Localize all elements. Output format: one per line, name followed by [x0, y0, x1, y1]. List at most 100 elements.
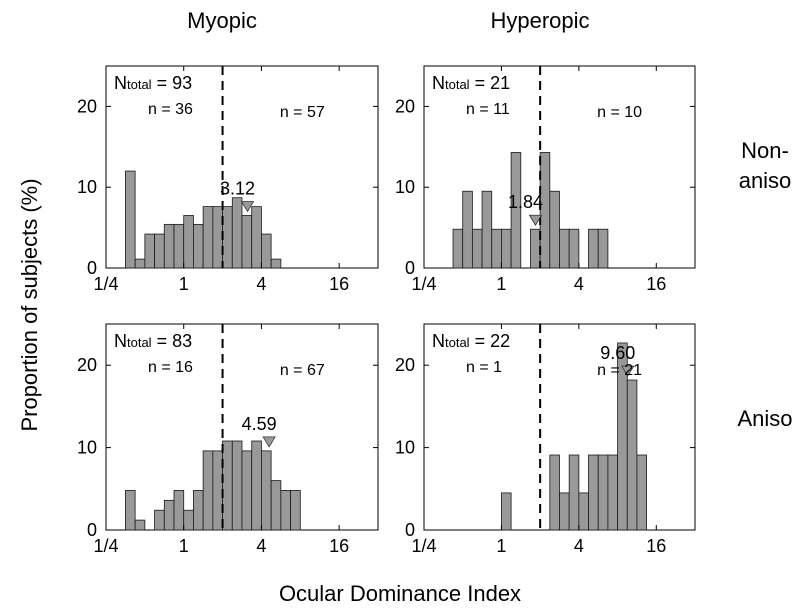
- ntotal-label: Ntotal = 93: [114, 73, 192, 93]
- histogram-bar: [290, 490, 301, 531]
- histogram-bar: [193, 223, 204, 269]
- histogram-bar: [134, 519, 146, 531]
- histogram-bar: [183, 509, 194, 531]
- n-right-label: n = 21: [597, 362, 642, 379]
- median-marker: [240, 201, 255, 213]
- x-tick-label: 4: [256, 274, 266, 294]
- y-tick-label: 0: [87, 258, 97, 278]
- n-left-label: n = 16: [148, 359, 193, 376]
- histogram-bar: [597, 454, 609, 531]
- histogram-bar: [471, 228, 483, 269]
- x-tick-label: 1: [179, 536, 189, 556]
- y-tick-label: 0: [405, 520, 415, 540]
- histogram-bar: [607, 454, 618, 531]
- histogram-bar: [530, 228, 541, 269]
- histogram-bar: [154, 233, 165, 269]
- x-tick-label: 4: [574, 536, 584, 556]
- n-left-label: n = 36: [148, 101, 193, 118]
- histogram-bar: [173, 490, 185, 531]
- histogram-bar: [559, 492, 570, 531]
- x-tick-label: 1: [179, 274, 189, 294]
- histogram-bar: [636, 454, 648, 531]
- row-title-aniso: Aniso: [737, 406, 792, 431]
- histogram-bar: [134, 258, 146, 269]
- x-tick-label: 1: [496, 536, 506, 556]
- histogram-bar: [588, 454, 599, 531]
- y-tick-label: 20: [395, 96, 415, 116]
- x-tick-label: 16: [329, 536, 349, 556]
- histogram-bar: [231, 440, 243, 531]
- x-tick-label: 1/4: [93, 274, 118, 294]
- y-tick-label: 10: [77, 438, 97, 458]
- column-title-hyperopic: Hyperopic: [490, 8, 589, 33]
- x-tick-label: 1/4: [411, 274, 436, 294]
- histogram-bar: [125, 490, 136, 531]
- histogram-bar: [481, 190, 493, 269]
- histogram-bar: [462, 190, 473, 269]
- ntotal-label: Ntotal = 21: [432, 73, 510, 93]
- histogram-bar: [597, 228, 609, 269]
- histogram-bar: [202, 450, 214, 531]
- x-tick-label: 1/4: [93, 536, 118, 556]
- histogram-bar: [241, 215, 253, 269]
- histogram-bar: [212, 206, 223, 269]
- n-right-label: n = 57: [280, 104, 325, 121]
- median-label: 1.84: [508, 192, 543, 212]
- histogram-bar: [231, 197, 243, 269]
- median-label: 9.60: [600, 343, 635, 363]
- histogram-bar: [251, 440, 262, 531]
- panel-3: 0 10 20 1/4 1 4 16 9.60 Ntotal = 22 n = 1 n = 21: [395, 323, 696, 556]
- y-axis-label: Proportion of subjects (%): [17, 178, 42, 431]
- histogram-bar: [183, 215, 194, 269]
- n-left-label: n = 11: [466, 101, 510, 118]
- histogram-bar: [280, 490, 291, 531]
- panel-0: 0 10 20 1/4 1 4 16 3.12 Ntotal = 93 n = 36 n = 57: [77, 65, 379, 294]
- median-marker: [262, 436, 276, 448]
- histogram-bar: [568, 454, 580, 531]
- histogram-bar: [559, 228, 570, 269]
- histogram-bar: [549, 190, 560, 269]
- histogram-bar: [222, 440, 233, 531]
- histogram-bar: [163, 499, 175, 531]
- y-tick-label: 0: [405, 258, 415, 278]
- y-tick-label: 20: [395, 355, 415, 375]
- x-tick-label: 4: [574, 274, 584, 294]
- histogram-bar: [261, 233, 272, 269]
- x-tick-label: 16: [646, 274, 666, 294]
- y-tick-label: 10: [395, 438, 415, 458]
- row-title-nonaniso-line2: aniso: [739, 168, 792, 193]
- panel-2: 0 10 20 1/4 1 4 16 4.59 Ntotal = 83 n = 16 n = 67: [77, 323, 379, 556]
- histogram-bar: [270, 258, 282, 269]
- histogram-bar: [452, 228, 464, 269]
- histogram-bar: [510, 152, 522, 269]
- histogram-bar: [578, 492, 589, 531]
- y-tick-label: 20: [77, 355, 97, 375]
- histogram-bar: [222, 206, 233, 269]
- x-tick-label: 1/4: [411, 536, 436, 556]
- histogram-bar: [144, 233, 155, 269]
- histogram-bar: [270, 480, 282, 531]
- y-tick-label: 10: [395, 177, 415, 197]
- histogram-bar: [202, 206, 214, 269]
- histogram-bar: [568, 228, 580, 269]
- x-axis-label: Ocular Dominance Index: [279, 581, 521, 606]
- histogram-bar: [212, 450, 223, 531]
- histogram-bar: [193, 490, 204, 531]
- y-tick-label: 0: [87, 520, 97, 540]
- histogram-bar: [501, 228, 512, 269]
- histogram-bar: [491, 228, 502, 269]
- histogram-bar: [626, 379, 638, 531]
- histogram-bar: [251, 206, 262, 269]
- median-label: 3.12: [220, 178, 255, 198]
- histogram-bar: [163, 223, 175, 269]
- histogram-bar: [501, 492, 512, 531]
- panel-1: 0 10 20 1/4 1 4 16 1.84 Ntotal = 21 n = 11 n = 10: [395, 65, 696, 294]
- median-label: 4.59: [242, 414, 277, 434]
- median-marker: [528, 214, 543, 226]
- column-title-myopic: Myopic: [187, 8, 257, 33]
- histogram-bar: [261, 450, 272, 531]
- histogram-bar: [125, 170, 136, 269]
- histogram-bar: [549, 454, 560, 531]
- n-left-label: n = 1: [466, 359, 502, 376]
